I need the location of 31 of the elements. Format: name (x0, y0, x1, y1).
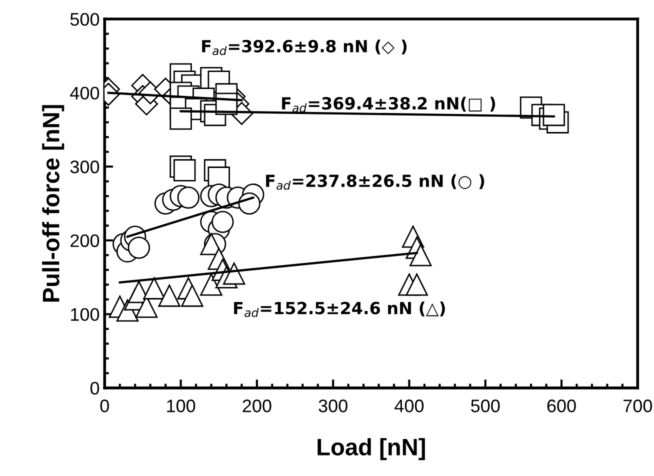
y-tick-label: 0 (90, 382, 100, 395)
point (222, 262, 246, 285)
annotation: F$_{ad}$=392.6±9.8 nN (◇ ) (202, 40, 407, 56)
point (212, 210, 234, 234)
y-axis-title: Pull-off force [nN] (42, 105, 64, 302)
point (158, 284, 180, 307)
x-tick-label: 500 (471, 400, 500, 412)
x-tick-label: 400 (394, 400, 424, 412)
x-tick-label: 0 (100, 400, 109, 412)
y-tick-label: 100 (71, 308, 100, 321)
point (542, 104, 566, 126)
point (410, 244, 432, 266)
x-axis-title: Load [nN] (318, 438, 425, 460)
x-tick-label: 100 (167, 400, 196, 412)
x-tick-label: 200 (242, 400, 272, 412)
point (181, 284, 204, 307)
point (170, 108, 192, 130)
point (406, 274, 428, 296)
annotation: F$_{ad}$=237.8±26.5 nN (○ ) (266, 174, 484, 190)
y-tick-label: 200 (70, 234, 100, 248)
y-tick-label: 300 (70, 160, 100, 174)
point (128, 236, 150, 259)
x-tick-label: 600 (547, 400, 576, 412)
annotation: F$_{ad}$=152.5±24.6 nN (△) (234, 301, 445, 318)
point (177, 186, 200, 209)
y-tick-label: 400 (70, 86, 100, 100)
x-tick-label: 300 (318, 400, 348, 412)
y-tick-label: 500 (70, 12, 100, 26)
annotation: F$_{ad}$=369.4±38.2 nN(□ ) (282, 96, 496, 112)
point (173, 159, 196, 182)
x-tick-label: 700 (624, 400, 652, 412)
